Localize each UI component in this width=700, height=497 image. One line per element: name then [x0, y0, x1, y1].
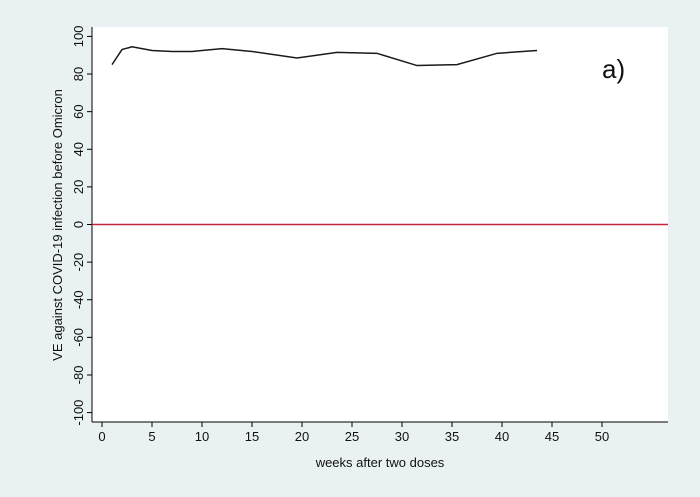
y-tick-label: 80 [71, 67, 86, 81]
x-tick-label: 40 [495, 429, 509, 444]
x-tick-label: 5 [148, 429, 155, 444]
annotation: a) [602, 54, 625, 84]
y-tick-label: 0 [71, 221, 86, 228]
y-axis-label: VE against COVID-19 infection before Omi… [50, 89, 65, 361]
x-axis-label: weeks after two doses [315, 455, 445, 470]
x-tick-label: 35 [445, 429, 459, 444]
y-tick-label: 20 [71, 180, 86, 194]
data-line [111, 45, 538, 67]
y-tick-label: 40 [71, 142, 86, 156]
x-tick-label: 30 [395, 429, 409, 444]
x-tick-label: 50 [595, 429, 609, 444]
x-tick-label: 25 [345, 429, 359, 444]
y-tick-label: 60 [71, 104, 86, 118]
y-tick-label: -60 [71, 328, 86, 347]
y-tick-label: -80 [71, 366, 86, 385]
x-tick-label: 15 [245, 429, 259, 444]
y-tick-label: -40 [71, 290, 86, 309]
y-tick-label: -20 [71, 253, 86, 272]
x-tick-label: 20 [295, 429, 309, 444]
y-tick-label: -100 [71, 400, 86, 426]
x-tick-label: 10 [195, 429, 209, 444]
x-tick-label: 45 [545, 429, 559, 444]
x-tick-label: 0 [98, 429, 105, 444]
y-tick-label: 100 [71, 26, 86, 48]
